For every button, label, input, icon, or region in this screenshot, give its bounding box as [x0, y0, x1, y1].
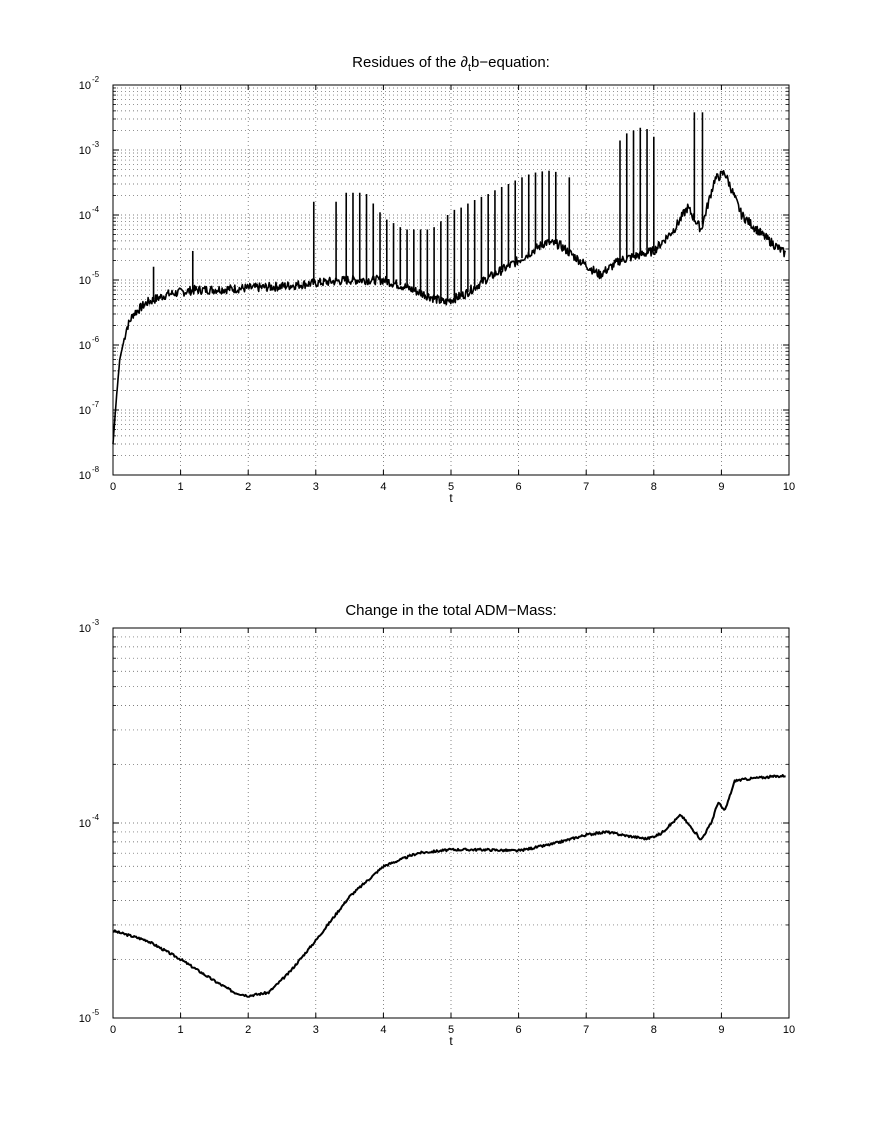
y-tick-label: 10: [79, 275, 91, 287]
y-tick-exponent: -4: [92, 813, 100, 822]
y-tick-label: 10: [79, 80, 91, 92]
chart1-x-label: t: [449, 491, 453, 505]
chart1-plot-frame: [112, 84, 790, 476]
chart-adm-mass: Change in the total ADM−Mass: 0 1 2 3 4 5 6 7 8 9…: [79, 602, 795, 1048]
y-tick-label: 10: [79, 405, 91, 417]
y-tick-exponent: -6: [92, 335, 100, 344]
x-tick-label: 0: [110, 1024, 116, 1036]
y-tick-exponent: -3: [92, 618, 100, 627]
x-tick-label: 6: [516, 481, 522, 493]
y-tick-label: 10: [79, 145, 91, 157]
x-tick-label: 9: [718, 1024, 724, 1036]
y-tick-label: 10: [79, 1013, 91, 1025]
x-tick-label: 3: [313, 481, 319, 493]
chart2-x-ticks: 0 1 2 3 4 5 6 7 8 9 10: [110, 628, 795, 1036]
y-tick-exponent: -8: [92, 465, 100, 474]
chart2-y-ticks: 10-510-410-3: [79, 618, 789, 1025]
chart1-title: Residues of the ∂tb−equation:: [352, 54, 550, 74]
x-tick-label: 7: [583, 481, 589, 493]
chart1-x-ticks: 0 1 2 3 4 5 6 7 8 9 10: [110, 85, 795, 493]
y-tick-exponent: -7: [92, 400, 100, 409]
chart1-title-subscript: t: [468, 62, 471, 74]
x-tick-label: 1: [178, 481, 184, 493]
chart1-series-line: [112, 170, 787, 445]
y-tick-label: 10: [79, 470, 91, 482]
y-tick-exponent: -4: [92, 205, 100, 214]
chart1-y-ticks: 10-810-710-610-510-410-310-2: [79, 75, 789, 482]
y-tick-exponent: -3: [92, 140, 100, 149]
x-tick-label: 9: [718, 481, 724, 493]
y-tick-exponent: -2: [92, 75, 100, 84]
x-tick-label: 2: [245, 481, 251, 493]
chart1-spikes: [152, 112, 704, 302]
x-tick-label: 5: [448, 1024, 454, 1036]
x-tick-label: 8: [651, 481, 657, 493]
chart2-series-line: [112, 774, 786, 998]
y-tick-label: 10: [79, 210, 91, 222]
x-tick-label: 8: [651, 1024, 657, 1036]
y-tick-label: 10: [79, 818, 91, 830]
y-tick-label: 10: [79, 623, 91, 635]
chart2-x-label: t: [449, 1034, 453, 1048]
x-tick-label: 4: [380, 481, 386, 493]
chart1-grid: [113, 85, 789, 475]
x-tick-label: 2: [245, 1024, 251, 1036]
x-tick-label: 4: [380, 1024, 386, 1036]
x-tick-label: 6: [516, 1024, 522, 1036]
x-tick-label: 7: [583, 1024, 589, 1036]
x-tick-label: 10: [783, 481, 795, 493]
x-tick-label: 10: [783, 1024, 795, 1036]
y-tick-label: 10: [79, 340, 91, 352]
x-tick-label: 3: [313, 1024, 319, 1036]
chart2-title: Change in the total ADM−Mass:: [345, 602, 556, 619]
x-tick-label: 1: [178, 1024, 184, 1036]
chart2-grid: [113, 628, 789, 1018]
chart-residues: Residues of the ∂tb−equation: 0 1 2 3 4 5 6 7 8 9…: [79, 54, 795, 505]
x-tick-label: 0: [110, 481, 116, 493]
y-tick-exponent: -5: [92, 270, 100, 279]
x-tick-label: 5: [448, 481, 454, 493]
y-tick-exponent: -5: [92, 1008, 100, 1017]
